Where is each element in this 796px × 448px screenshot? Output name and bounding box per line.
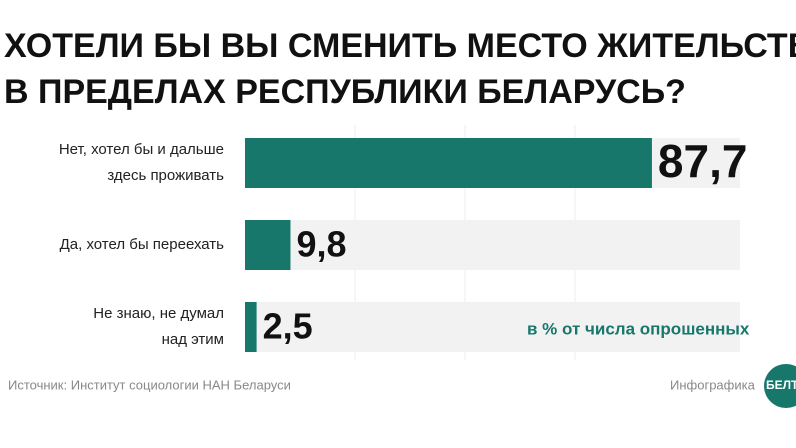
bar — [245, 220, 291, 270]
chart-title: В ПРЕДЕЛАХ РЕСПУБЛИКИ БЕЛАРУСЬ? — [4, 73, 686, 111]
category-label: Не знаю, не думал — [93, 305, 224, 322]
category-label: над этим — [162, 331, 224, 348]
logo: БЕЛТА — [766, 378, 796, 392]
bar-track — [245, 302, 740, 352]
chart-title: ХОТЕЛИ БЫ ВЫ СМЕНИТЬ МЕСТО ЖИТЕЛЬСТВА — [4, 27, 796, 65]
category-label: Да, хотел бы переехать — [60, 236, 225, 253]
bar — [245, 138, 652, 188]
bar-track — [245, 220, 740, 270]
value-label: 87,7 — [658, 135, 748, 187]
value-label: 2,5 — [263, 306, 313, 347]
category-label: здесь проживать — [107, 167, 224, 184]
bar — [245, 302, 257, 352]
value-label: 9,8 — [296, 224, 346, 265]
credit: Инфографика — [670, 377, 756, 392]
source: Источник: Институт социологии НАН Белару… — [8, 377, 291, 392]
category-label: Нет, хотел бы и дальше — [59, 141, 224, 158]
note: в % от числа опрошенных — [527, 319, 750, 338]
logo-circle — [764, 364, 796, 408]
